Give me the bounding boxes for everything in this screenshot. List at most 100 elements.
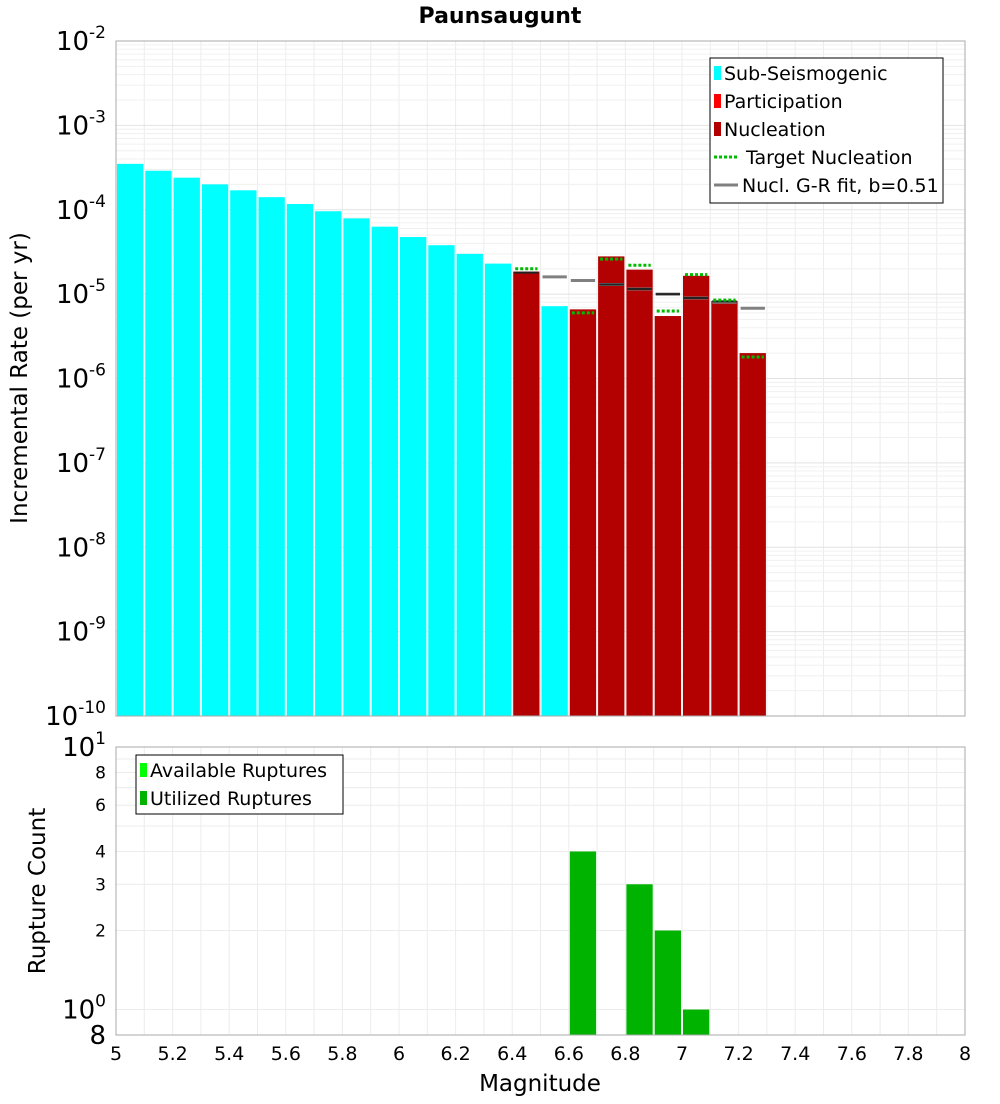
y-tick-base: 10 [56, 111, 89, 141]
x-tick-label: 5.6 [271, 1043, 301, 1065]
y-tick-base: 10 [62, 996, 95, 1026]
y-tick-exponent: -3 [89, 107, 106, 127]
bar-sub-seismogenic [484, 263, 512, 716]
y-tick-label: 8 [89, 1021, 106, 1051]
y-tick-exponent: -9 [89, 614, 106, 634]
bar-utilized-ruptures [654, 930, 681, 1035]
legend-label: Participation [724, 91, 843, 113]
y-tick-label: 10-9 [56, 614, 106, 648]
y-tick-base: 4 [95, 842, 106, 862]
y-axis-label-rate: Incremental Rate (per yr) [7, 232, 33, 524]
chart-title: Paunsaugunt [419, 4, 582, 29]
y-tick-base: 10 [56, 365, 89, 395]
bottom-plot-border [115, 746, 966, 1036]
x-tick-label: 5.8 [327, 1043, 357, 1065]
bar-sub-seismogenic [173, 177, 200, 716]
bar-nucleation [598, 256, 625, 716]
bar-sub-seismogenic [400, 237, 427, 716]
x-tick-label: 6.8 [610, 1043, 640, 1065]
bar-nucleation [683, 275, 710, 716]
bar-nucleation [739, 353, 766, 716]
legend-swatch [714, 122, 721, 136]
y-tick-label: 10-4 [56, 192, 106, 226]
bar-sub-seismogenic [201, 184, 229, 717]
y-tick-label: 101 [62, 729, 106, 763]
legend-label: Nucleation [724, 119, 826, 141]
y-tick-label: 100 [62, 992, 106, 1026]
y-tick-exponent: 1 [95, 729, 106, 749]
y-tick-base: 6 [95, 796, 106, 816]
bar-sub-seismogenic [230, 190, 257, 716]
y-tick-label: 8 [95, 763, 106, 783]
x-tick-label: 7.2 [723, 1043, 753, 1065]
y-tick-exponent: -7 [89, 445, 106, 465]
y-tick-base: 8 [89, 1021, 106, 1051]
bar-sub-seismogenic [117, 163, 144, 717]
bar-sub-seismogenic [371, 226, 398, 716]
y-tick-base: 10 [56, 196, 89, 226]
legend-swatch [714, 66, 721, 80]
y-tick-exponent: -5 [89, 276, 106, 296]
y-tick-base: 10 [56, 618, 89, 648]
x-tick-label: 7 [676, 1043, 688, 1065]
x-tick-label: 6 [393, 1043, 405, 1065]
y-tick-base: 10 [56, 27, 89, 57]
legend-label: Available Ruptures [150, 760, 327, 782]
x-tick-label: 7.6 [837, 1043, 867, 1065]
legend-swatch [714, 94, 721, 108]
y-tick-label: 10-7 [56, 445, 106, 479]
legend-label: Sub-Seismogenic [724, 63, 888, 85]
x-tick-label: 8 [959, 1043, 971, 1065]
top-plot-border [115, 40, 966, 717]
legend-swatch [140, 791, 147, 805]
y-tick-base: 10 [56, 449, 89, 479]
bar-sub-seismogenic [456, 253, 483, 716]
y-tick-label: 10-10 [45, 698, 106, 732]
bar-sub-seismogenic [315, 211, 342, 717]
x-tick-label: 5 [110, 1043, 122, 1065]
bar-sub-seismogenic [343, 218, 370, 717]
x-tick-label: 7.4 [780, 1043, 810, 1065]
y-tick-base: 10 [45, 702, 78, 732]
y-tick-label: 6 [95, 796, 106, 816]
y-axis-label-count: Rupture Count [25, 808, 51, 974]
y-tick-label: 10-8 [56, 529, 106, 563]
bar-sub-seismogenic [428, 245, 455, 717]
x-tick-label: 6.2 [440, 1043, 470, 1065]
bar-nucleation [711, 300, 738, 716]
x-axis-label: Magnitude [479, 1071, 601, 1097]
y-tick-base: 10 [62, 733, 95, 763]
legend-swatch [140, 763, 147, 777]
bar-nucleation [626, 269, 653, 716]
bar-utilized-ruptures [569, 851, 597, 1035]
y-tick-exponent: -2 [89, 23, 106, 43]
legend-label: Utilized Ruptures [150, 788, 312, 810]
y-tick-exponent: -6 [89, 361, 106, 381]
y-tick-label: 2 [95, 922, 106, 942]
y-tick-exponent: 0 [95, 992, 106, 1012]
bar-nucleation [569, 309, 597, 716]
bar-nucleation [654, 316, 681, 716]
bar-sub-seismogenic [258, 197, 285, 716]
x-tick-label: 6.4 [497, 1043, 527, 1065]
y-tick-base: 3 [95, 875, 106, 895]
y-tick-label: 3 [95, 875, 106, 895]
y-tick-label: 10-2 [56, 23, 106, 57]
y-tick-base: 10 [56, 533, 89, 563]
y-tick-base: 2 [95, 922, 106, 942]
x-tick-label: 5.2 [157, 1043, 187, 1065]
bar-sub-seismogenic [286, 203, 314, 716]
y-tick-label: 4 [95, 842, 106, 862]
bar-sub-seismogenic [145, 170, 172, 716]
y-tick-label: 10-6 [56, 361, 106, 395]
x-tick-label: 6.6 [554, 1043, 584, 1065]
y-tick-base: 8 [95, 763, 106, 783]
x-tick-label: 5.4 [214, 1043, 244, 1065]
bar-sub-seismogenic [541, 306, 568, 716]
bar-utilized-ruptures [683, 1009, 710, 1035]
y-tick-exponent: -8 [89, 529, 106, 549]
x-tick-label: 7.8 [893, 1043, 923, 1065]
bar-utilized-ruptures [626, 884, 653, 1035]
